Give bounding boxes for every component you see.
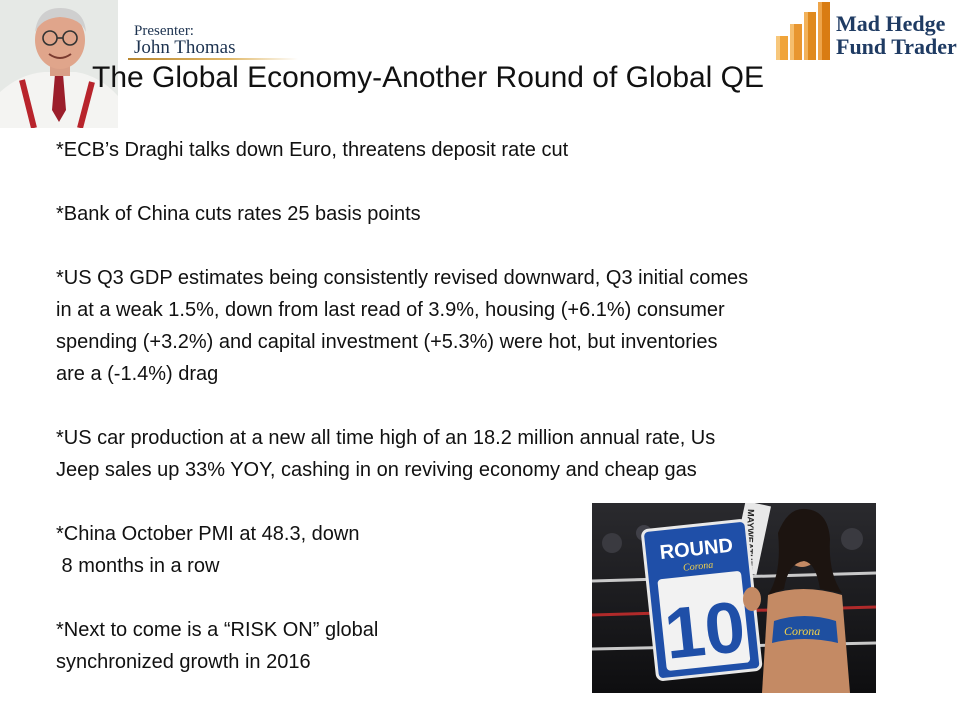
bullet-line: *ECB’s Draghi talks down Euro, threatens… (56, 139, 569, 161)
round-number: 10 (661, 587, 749, 675)
bullet-line: spending (+3.2%) and capital investment … (56, 331, 718, 353)
top-brand-text: Corona (784, 624, 820, 638)
presenter-divider (128, 58, 298, 60)
bullet-line: *US Q3 GDP estimates being consistently … (56, 267, 749, 289)
bullet-paragraph: *US Q3 GDP estimates being consistently … (56, 262, 916, 390)
presenter-photo (0, 0, 118, 128)
bullet-line: 8 months in a row (56, 555, 220, 577)
logo-text-line1: Mad Hedge (836, 11, 946, 36)
sign-brand-text: Corona (683, 560, 714, 574)
bullet-paragraph: *China October PMI at 48.3, down 8 month… (56, 518, 916, 582)
slide-title: The Global Economy-Another Round of Glob… (92, 61, 765, 94)
bullet-paragraph: *Bank of China cuts rates 25 basis point… (56, 198, 916, 230)
bullet-line: *US car production at a new all time hig… (56, 427, 716, 449)
presenter-name: John Thomas (134, 37, 236, 58)
bullet-paragraph: *US car production at a new all time hig… (56, 422, 916, 486)
bullet-line: *China October PMI at 48.3, down (56, 523, 360, 545)
bullet-line: Jeep sales up 33% YOY, cashing in on rev… (56, 459, 697, 481)
presenter-label: Presenter: (134, 23, 194, 39)
bullet-line: *Next to come is a “RISK ON” global (56, 619, 379, 641)
ring-card-photo: MAYWEATHER Corona ROUND Corona 10 (592, 503, 876, 693)
bullet-line: in at a weak 1.5%, down from last read o… (56, 299, 725, 321)
bullet-paragraph: *Next to come is a “RISK ON” global sync… (56, 614, 916, 678)
bullet-line: synchronized growth in 2016 (56, 651, 311, 673)
bullet-paragraph: *ECB’s Draghi talks down Euro, threatens… (56, 134, 916, 166)
logo-text-line2: Fund Trader (836, 34, 957, 59)
bullet-line: *Bank of China cuts rates 25 basis point… (56, 203, 421, 225)
slide-body: *ECB’s Draghi talks down Euro, threatens… (56, 134, 916, 710)
bar-chart-logo-icon (772, 2, 834, 62)
bullet-line: are a (-1.4%) drag (56, 363, 219, 385)
